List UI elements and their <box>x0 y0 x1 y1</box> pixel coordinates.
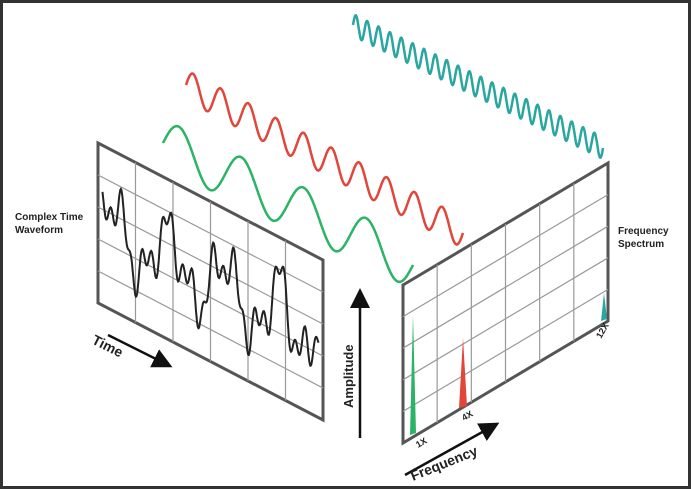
grid-line <box>402 194 609 318</box>
spectrum-peak <box>459 338 467 408</box>
amplitude-label: Amplitude <box>341 344 356 408</box>
peak-label: 4X <box>460 409 475 423</box>
spectrum-peak <box>410 315 416 435</box>
frequency-arrow <box>404 422 500 477</box>
grid-line <box>97 238 324 357</box>
complex-waveform <box>101 187 320 368</box>
time-waveform-label: Complex Time Waveform <box>15 212 84 236</box>
diagram-canvas: Time Amplitude Frequency 1X 4X 12X <box>90 14 611 484</box>
grid-line <box>402 225 609 349</box>
mid-frequency-wave <box>184 72 465 246</box>
grid-line <box>402 288 609 412</box>
spectrum-label: Frequency Spectrum <box>618 226 669 250</box>
spectrum-peak <box>601 293 607 321</box>
low-frequency-wave <box>161 124 415 284</box>
grid-line <box>402 257 609 381</box>
peak-label: 1X <box>414 436 429 450</box>
time-arrow <box>107 333 173 368</box>
high-frequency-wave <box>351 14 605 159</box>
